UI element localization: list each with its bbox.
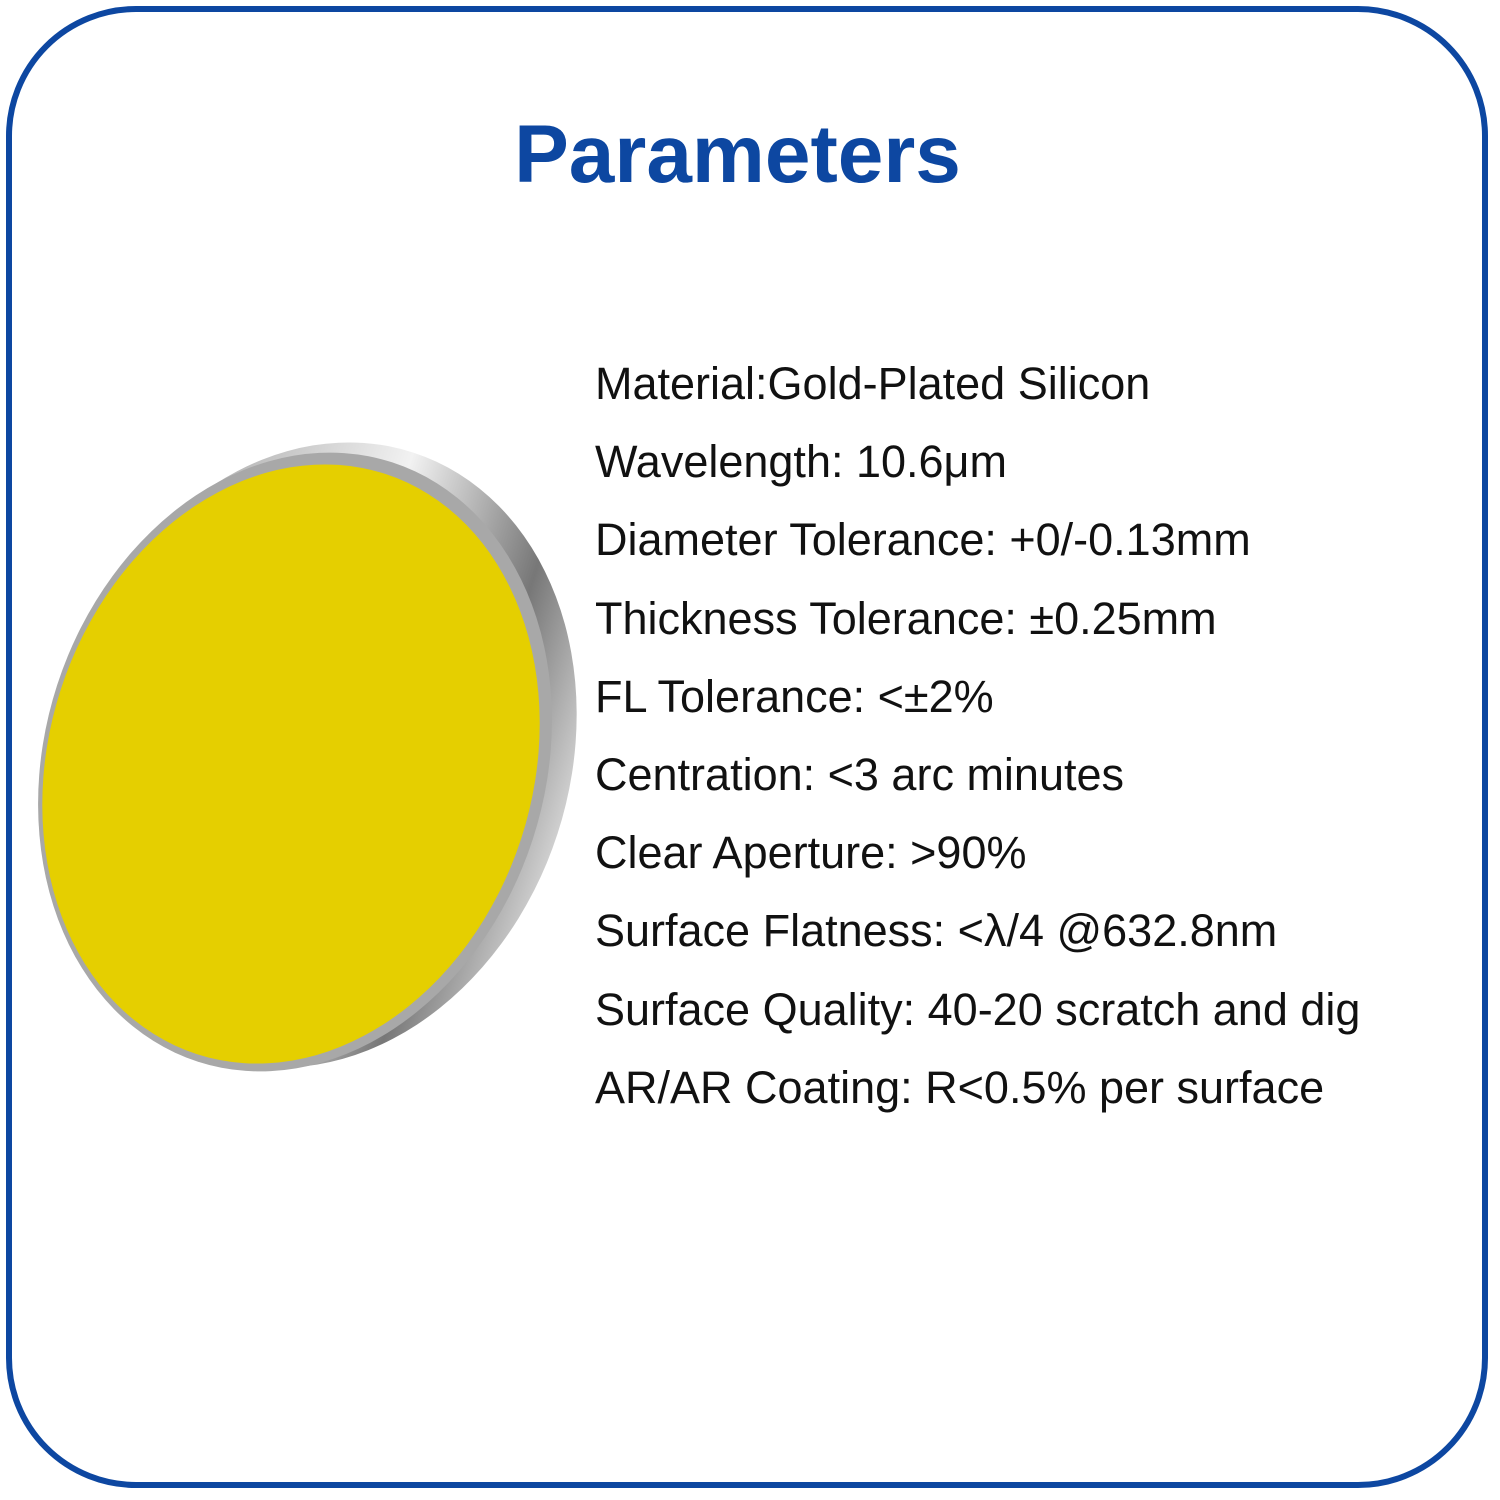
parameter: Surface Flatness: <λ/4 @632.8nm [595,905,1278,957]
parameter: Clear Aperture: >90% [595,827,1027,879]
parameter: FL Tolerance: <±2% [595,670,994,722]
parameter-list: Material:Gold-Plated Silicon Wavelength: … [595,352,1360,1134]
parameter: Material:Gold-Plated Silicon [595,358,1151,409]
frame [6,6,1488,1488]
parameter: Thickness Tolerance: ±0.25mm [595,592,1217,644]
parameter: Centration: <3 arc minutes [595,748,1125,800]
parameter: Wavelength: 10.6μm [595,436,1007,488]
parameter: AR/AR Coating: R<0.5% per surface [595,1061,1325,1113]
parameter: Diameter Tolerance: +0/-0.13mm [595,514,1251,566]
parameter: Surface Quality: 40-20 scratch and dig [595,983,1361,1035]
mirror-face [42,464,540,1064]
title: Parameters [514,109,961,200]
